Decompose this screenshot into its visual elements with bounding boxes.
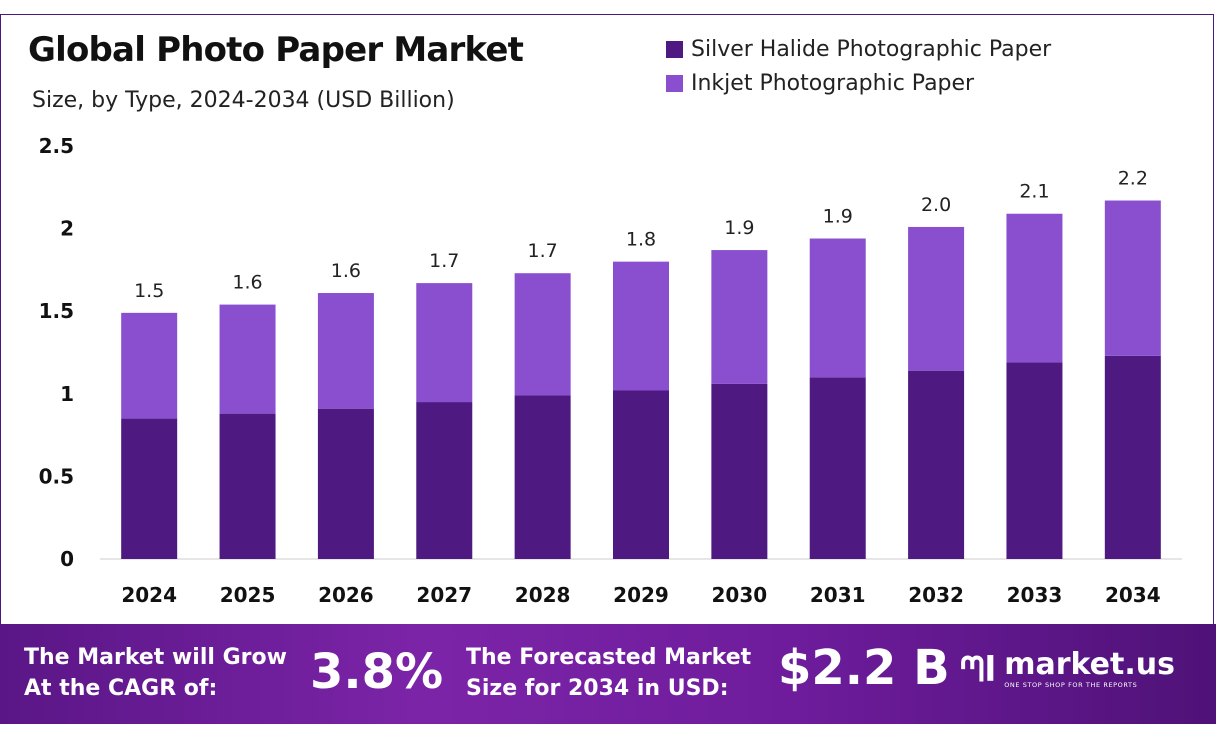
bar-total-label: 1.5 bbox=[134, 280, 164, 302]
cagr-label-line2: At the CAGR of: bbox=[24, 676, 218, 701]
bar-inkjet bbox=[1104, 200, 1161, 356]
market-us-logo-icon: ᘉl bbox=[960, 650, 997, 690]
y-tick-label: 0.5 bbox=[39, 464, 74, 488]
brand-name: market.us bbox=[1004, 647, 1175, 682]
bar-total-label: 1.8 bbox=[626, 229, 656, 251]
bar-total-label: 2.1 bbox=[1019, 181, 1049, 203]
bar-total-label: 1.6 bbox=[232, 272, 262, 294]
chart-frame bbox=[0, 14, 1214, 624]
forecast-label-line1: The Forecasted Market bbox=[466, 645, 752, 670]
bar-total-label: 1.6 bbox=[331, 260, 361, 282]
x-tick-label: 2030 bbox=[712, 583, 768, 607]
x-tick-label: 2031 bbox=[810, 583, 866, 607]
cagr-value: 3.8% bbox=[310, 644, 444, 700]
bar-silver-halide bbox=[1006, 362, 1063, 559]
bar-silver-halide bbox=[809, 377, 866, 559]
x-tick-label: 2029 bbox=[613, 583, 669, 607]
x-tick-label: 2025 bbox=[220, 583, 276, 607]
cagr-label-line1: The Market will Grow bbox=[24, 645, 287, 670]
chart-title: Global Photo Paper Market bbox=[28, 30, 524, 70]
stacked-bar-chart: 0 0.5 1 1.5 2 2.5 1.5 2024 1.6 2025 1.6 2026 1.7 2027… bbox=[39, 134, 1182, 607]
x-tick-label: 2034 bbox=[1105, 583, 1161, 607]
legend-item-silver-halide: Silver Halide Photographic Paper bbox=[666, 32, 1051, 66]
y-tick-label: 2.5 bbox=[39, 134, 74, 158]
bar-total-label: 2.2 bbox=[1118, 168, 1148, 190]
legend-swatch-silver-halide bbox=[666, 40, 683, 58]
bar-silver-halide bbox=[1104, 355, 1161, 559]
y-tick-label: 2 bbox=[60, 217, 74, 241]
legend-label-silver-halide: Silver Halide Photographic Paper bbox=[691, 36, 1052, 62]
x-tick-label: 2024 bbox=[121, 583, 177, 607]
bar-silver-halide bbox=[613, 390, 669, 559]
bar-silver-halide bbox=[219, 413, 276, 559]
bar-silver-halide bbox=[711, 383, 768, 559]
bar-silver-halide bbox=[416, 402, 473, 559]
bar-silver-halide bbox=[514, 395, 571, 559]
bar-inkjet bbox=[613, 261, 669, 391]
footer-banner: The Market will Grow At the CAGR of: 3.8… bbox=[0, 624, 1216, 724]
x-tick-label: 2026 bbox=[318, 583, 374, 607]
bar-total-label: 1.9 bbox=[823, 206, 853, 228]
bar-total-label: 1.9 bbox=[724, 217, 754, 239]
bar-silver-halide bbox=[121, 418, 178, 559]
y-tick-label: 1 bbox=[60, 382, 74, 406]
bar-silver-halide bbox=[908, 370, 965, 559]
chart-legend: Silver Halide Photographic Paper Inkjet … bbox=[666, 32, 1051, 100]
forecast-label: The Forecasted Market Size for 2034 in U… bbox=[466, 642, 751, 704]
brand: ᘉl market.us ONE STOP SHOP FOR THE REPOR… bbox=[960, 650, 1175, 691]
forecast-label-line2: Size for 2034 in USD: bbox=[466, 676, 729, 701]
legend-label-inkjet: Inkjet Photographic Paper bbox=[691, 70, 975, 96]
x-tick-label: 2033 bbox=[1007, 583, 1063, 607]
y-tick-label: 1.5 bbox=[39, 299, 74, 323]
x-tick-label: 2028 bbox=[515, 583, 571, 607]
legend-item-inkjet: Inkjet Photographic Paper bbox=[666, 66, 1051, 100]
x-tick-label: 2032 bbox=[908, 583, 964, 607]
bar-silver-halide bbox=[317, 408, 374, 559]
bar-total-label: 1.7 bbox=[528, 240, 558, 262]
bar-inkjet bbox=[317, 293, 374, 409]
forecast-value: $2.2 B bbox=[778, 640, 950, 696]
bar-inkjet bbox=[809, 238, 866, 378]
bar-inkjet bbox=[416, 283, 473, 403]
legend-swatch-inkjet bbox=[666, 74, 683, 92]
bar-inkjet bbox=[711, 250, 768, 384]
bar-total-label: 1.7 bbox=[429, 250, 459, 272]
x-tick-label: 2027 bbox=[416, 583, 472, 607]
bar-inkjet bbox=[908, 226, 965, 371]
chart-subtitle: Size, by Type, 2024-2034 (USD Billion) bbox=[32, 88, 455, 113]
bar-total-label: 2.0 bbox=[921, 194, 951, 216]
cagr-label: The Market will Grow At the CAGR of: bbox=[24, 642, 287, 704]
brand-text: market.us ONE STOP SHOP FOR THE REPORTS bbox=[1004, 650, 1175, 690]
bar-inkjet bbox=[121, 312, 178, 419]
bar-inkjet bbox=[219, 304, 276, 414]
y-tick-label: 0 bbox=[60, 547, 74, 571]
bar-inkjet bbox=[1006, 213, 1063, 363]
bar-inkjet bbox=[514, 273, 571, 396]
brand-tagline: ONE STOP SHOP FOR THE REPORTS bbox=[1004, 681, 1138, 689]
